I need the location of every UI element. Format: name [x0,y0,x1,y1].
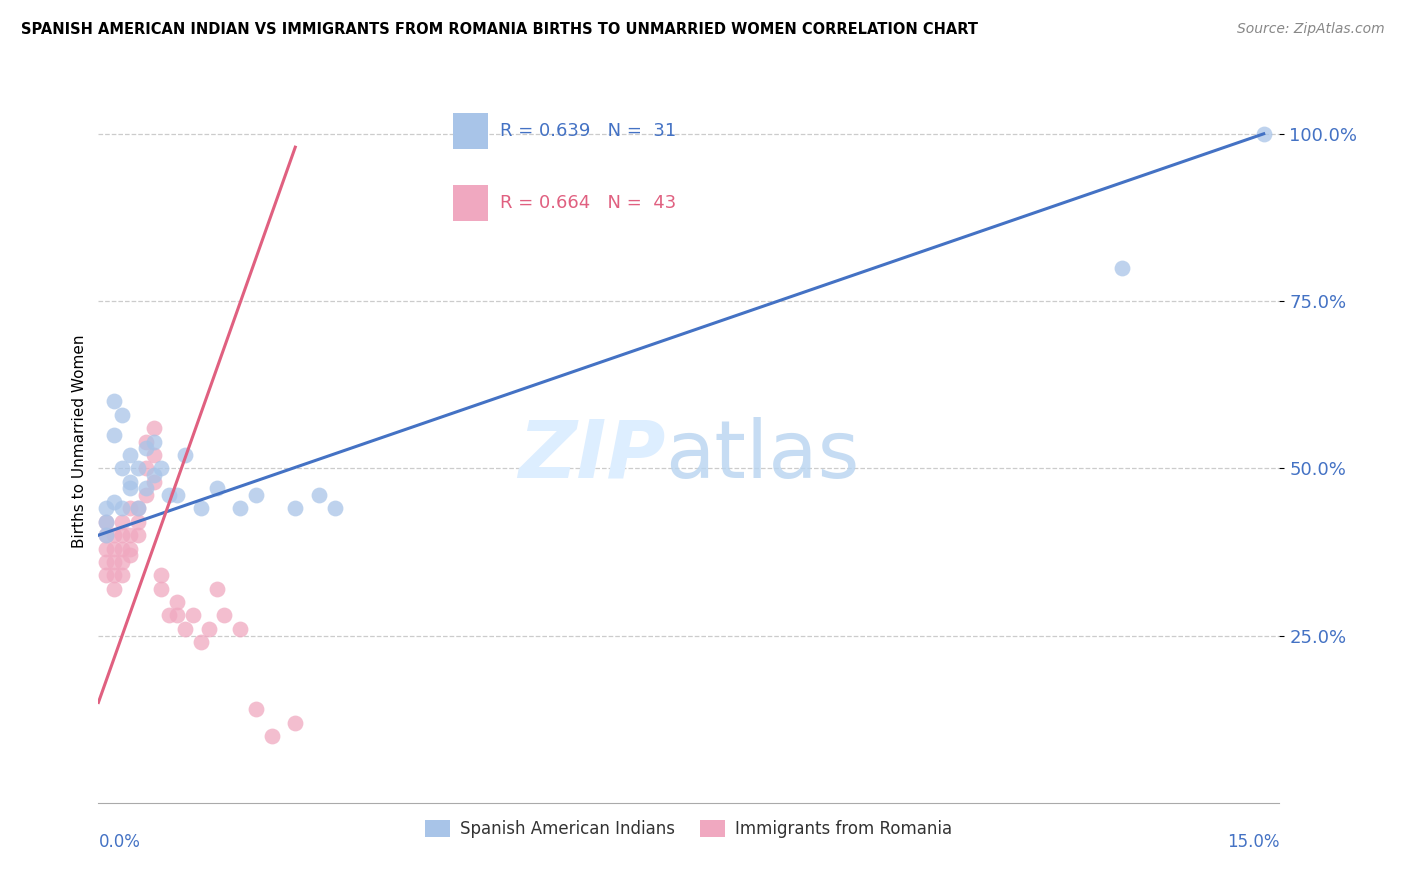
Point [135,488,157,502]
Point [135,461,157,475]
Point [96,528,118,542]
Point [229,501,252,516]
Point [174,448,197,462]
Point [111,555,134,569]
Point [135,434,157,449]
Point [127,528,149,542]
Point [323,501,346,516]
Point [111,501,134,516]
Text: SPANISH AMERICAN INDIAN VS IMMIGRANTS FROM ROMANIA BIRTHS TO UNMARRIED WOMEN COR: SPANISH AMERICAN INDIAN VS IMMIGRANTS FR… [21,22,979,37]
Point [157,488,180,502]
Point [96,515,118,529]
Point [111,408,134,422]
Point [190,501,212,516]
Point [111,461,134,475]
Point [142,434,165,449]
Text: ZIP: ZIP [517,417,665,495]
Point [118,501,141,516]
Point [205,482,228,496]
Point [103,494,125,508]
Point [1253,127,1275,141]
Point [142,467,165,482]
Point [111,528,134,542]
Point [118,475,141,489]
Point [284,715,307,730]
Text: R = 0.639   N =  31: R = 0.639 N = 31 [501,122,676,140]
Point [190,635,212,649]
Point [205,582,228,596]
Point [166,488,188,502]
Point [111,541,134,556]
Point [181,608,204,623]
Point [245,702,267,716]
Point [111,515,134,529]
Point [260,729,283,743]
Point [96,515,118,529]
Point [103,394,125,409]
Point [157,608,180,623]
Point [96,555,118,569]
Point [142,475,165,489]
Point [127,515,149,529]
Text: 15.0%: 15.0% [1227,833,1279,851]
Point [166,595,188,609]
Point [150,582,173,596]
Point [135,482,157,496]
Point [96,541,118,556]
Point [197,622,219,636]
Point [118,548,141,563]
Point [166,608,188,623]
Point [127,461,149,475]
Point [118,541,141,556]
Point [150,461,173,475]
Y-axis label: Births to Unmarried Women: Births to Unmarried Women [72,334,87,549]
Point [103,568,125,582]
Point [118,482,141,496]
Text: atlas: atlas [665,417,859,495]
Point [103,427,125,442]
Point [135,442,157,455]
Point [150,568,173,582]
Point [142,421,165,435]
Point [245,488,267,502]
Point [214,608,236,623]
Point [174,622,197,636]
Point [127,501,149,516]
Point [284,501,307,516]
Point [96,568,118,582]
Point [103,582,125,596]
Point [96,528,118,542]
Legend: Spanish American Indians, Immigrants from Romania: Spanish American Indians, Immigrants fro… [419,814,959,845]
Point [118,448,141,462]
Text: 0.0%: 0.0% [98,833,141,851]
Point [111,568,134,582]
Point [118,528,141,542]
FancyBboxPatch shape [453,112,488,149]
Text: Source: ZipAtlas.com: Source: ZipAtlas.com [1237,22,1385,37]
Point [103,555,125,569]
Point [103,528,125,542]
Text: R = 0.664   N =  43: R = 0.664 N = 43 [501,194,676,212]
Point [103,541,125,556]
Point [308,488,330,502]
Point [142,448,165,462]
FancyBboxPatch shape [453,185,488,221]
Point [229,622,252,636]
Point [127,501,149,516]
Point [96,501,118,516]
Point [1111,260,1133,275]
